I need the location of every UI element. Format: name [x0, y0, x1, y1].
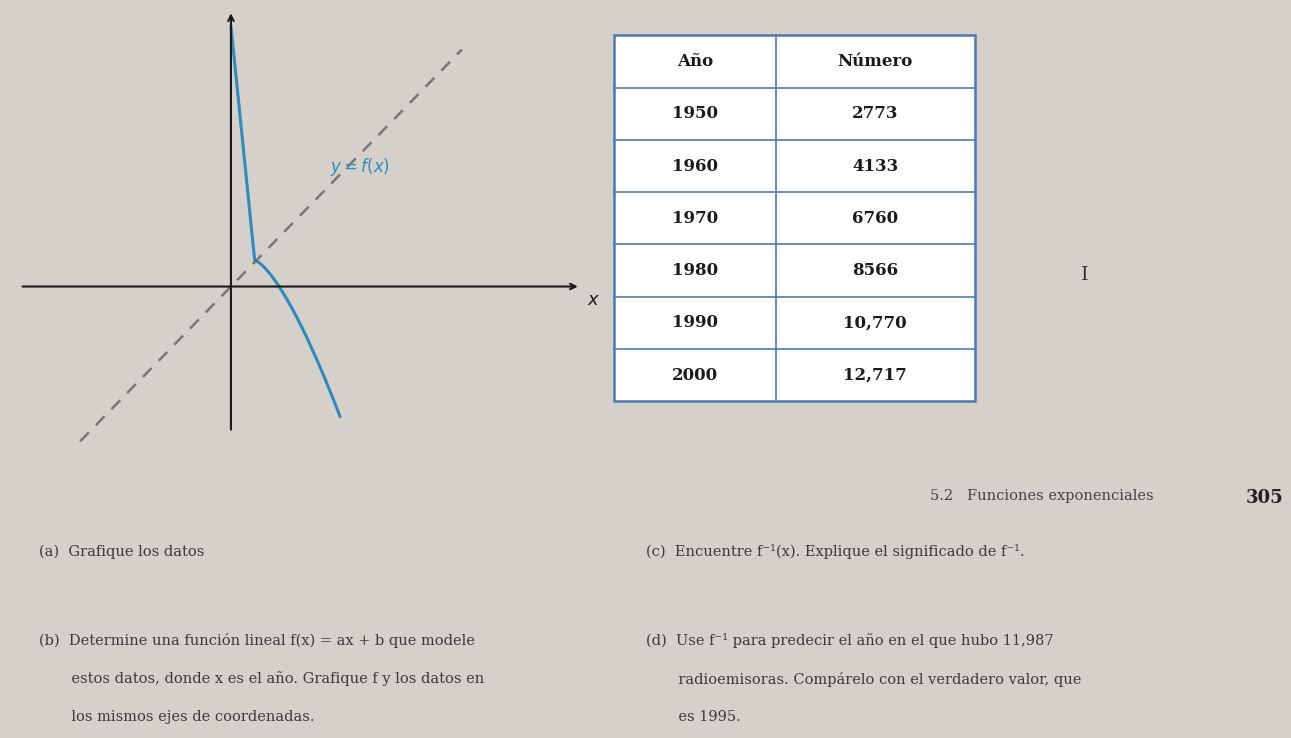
Text: 1960: 1960	[671, 157, 718, 175]
Text: 1980: 1980	[671, 262, 718, 279]
Text: 1990: 1990	[671, 314, 718, 331]
Text: (c)  Encuentre f⁻¹(x). Explique el significado de f⁻¹.: (c) Encuentre f⁻¹(x). Explique el signif…	[646, 545, 1024, 559]
Text: 5.2   Funciones exponenciales: 5.2 Funciones exponenciales	[930, 489, 1153, 503]
Text: I: I	[1081, 266, 1088, 283]
Text: 12,717: 12,717	[843, 367, 908, 384]
Text: 1970: 1970	[671, 210, 718, 227]
Text: es 1995.: es 1995.	[646, 710, 740, 724]
Text: estos datos, donde x es el año. Grafique f y los datos en: estos datos, donde x es el año. Grafique…	[39, 672, 484, 686]
Text: radioemisoras. Compárelo con el verdadero valor, que: radioemisoras. Compárelo con el verdader…	[646, 672, 1081, 686]
Text: los mismos ejes de coordenadas.: los mismos ejes de coordenadas.	[39, 710, 314, 724]
Text: (b)  Determine una función lineal f(x) = ax + b que modele: (b) Determine una función lineal f(x) = …	[39, 632, 475, 648]
Text: (d)  Use f⁻¹ para predecir el año en el que hubo 11,987: (d) Use f⁻¹ para predecir el año en el q…	[646, 632, 1053, 648]
Text: 10,770: 10,770	[843, 314, 908, 331]
Text: Año: Año	[676, 53, 713, 70]
Text: 6760: 6760	[852, 210, 899, 227]
Text: (a)  Grafique los datos: (a) Grafique los datos	[39, 545, 204, 559]
Text: 8566: 8566	[852, 262, 899, 279]
Text: 305: 305	[1246, 489, 1283, 507]
Text: Número: Número	[838, 53, 913, 70]
Text: x: x	[587, 291, 598, 308]
Text: $y = f(x)$: $y = f(x)$	[330, 156, 390, 178]
Text: 2000: 2000	[671, 367, 718, 384]
Text: 2773: 2773	[852, 106, 899, 123]
Text: 1950: 1950	[671, 106, 718, 123]
FancyBboxPatch shape	[615, 35, 975, 401]
Text: 4133: 4133	[852, 157, 899, 175]
